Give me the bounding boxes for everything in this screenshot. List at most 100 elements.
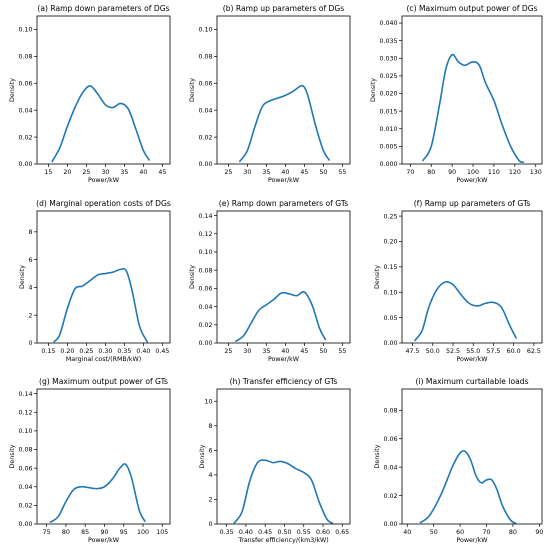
x-tick-label: 0.35 [117, 348, 131, 355]
x-tick-label: 35 [262, 169, 270, 176]
x-tick-label: 110 [488, 169, 500, 176]
y-tick-label: 0.04 [18, 107, 32, 114]
subplot-h: (h) Transfer efficiency of GTs 0.35 0.40 0.… [199, 377, 351, 544]
x-tick-label: 100 [137, 529, 149, 536]
y-axis-label: Density [9, 444, 16, 468]
y-tick-label: 0.06 [198, 80, 212, 87]
x-tick-label: 40 [139, 169, 147, 176]
x-tick-label: 40 [281, 348, 289, 355]
y-tick-label: 0.00 [198, 161, 212, 168]
x-tick-label: 60.0 [507, 348, 521, 355]
x-tick-label: 0.15 [41, 348, 55, 355]
y-tick-label: 0.04 [18, 484, 32, 491]
x-tick-label: 20 [63, 169, 71, 176]
y-axis-label: Density [374, 444, 381, 468]
y-tick-label: 0.02 [198, 322, 212, 329]
y-tick-label: 0.00 [383, 340, 397, 347]
y-tick-label: 6 [28, 257, 32, 264]
axes-frame [216, 388, 351, 525]
x-tick-label: 130 [530, 169, 542, 176]
y-tick-label: 0.10 [198, 27, 212, 34]
x-tick-label: 100 [467, 169, 479, 176]
x-tick-label: 55 [338, 348, 346, 355]
y-tick-label: 0.06 [383, 436, 397, 443]
x-tick-label: 0.20 [60, 348, 74, 355]
x-tick-label: 45 [300, 348, 308, 355]
y-tick-label: 0 [208, 521, 212, 528]
y-tick-label: 0.06 [18, 465, 32, 472]
x-tick-label: 25 [82, 169, 90, 176]
subplot-d: (d) Marginal operation costs of DGs 0.15 0… [19, 199, 171, 363]
y-tick-label: 0.06 [18, 80, 32, 87]
y-tick-label: 0.015 [379, 108, 397, 115]
density-curve [414, 281, 517, 342]
y-tick-label: 0.04 [198, 107, 212, 114]
y-tick-label: 0.10 [383, 289, 397, 296]
x-tick-label: 80 [427, 169, 435, 176]
y-tick-label: 0.04 [383, 464, 397, 471]
density-curve [419, 449, 517, 525]
x-axis-label: Power/kW [88, 537, 120, 544]
subplot-title: (d) Marginal operation costs of DGs [36, 199, 171, 208]
x-tick-label: 30 [101, 169, 109, 176]
y-tick-label: 4 [208, 472, 212, 479]
y-tick-label: 0.10 [198, 249, 212, 256]
subplot-title: (i) Maximum curtailable loads [415, 377, 528, 386]
x-tick-label: 47.5 [406, 348, 420, 355]
density-curve [49, 463, 146, 523]
y-axis-label: Density [374, 265, 381, 289]
axes-frame [216, 15, 351, 165]
y-tick-label: 0.12 [18, 409, 32, 416]
x-tick-label: 15 [44, 169, 52, 176]
x-tick-label: 40 [281, 169, 289, 176]
y-axis-label: Density [199, 444, 206, 468]
x-tick-label: 80 [62, 529, 70, 536]
axes-frame [401, 210, 543, 344]
x-tick-label: 90 [100, 529, 108, 536]
x-tick-label: 50.0 [426, 348, 440, 355]
x-tick-label: 80 [509, 529, 517, 536]
subplot-b: (b) Ramp up parameters of DGs 25 30 35 40 45 5… [189, 4, 351, 184]
y-tick-label: 0.08 [18, 54, 32, 61]
x-tick-label: 105 [156, 529, 168, 536]
x-tick-label: 85 [81, 529, 89, 536]
y-tick-label: 2 [28, 312, 32, 319]
y-tick-label: 0.035 [379, 38, 397, 45]
y-axis-label: Density [189, 265, 196, 289]
y-tick-label: 0.15 [383, 264, 397, 271]
y-tick-label: 0.005 [379, 144, 397, 151]
x-tick-label: 0.35 [220, 529, 234, 536]
x-axis-label: Power/kW [456, 177, 488, 184]
x-axis-label: Power/kW [456, 537, 488, 544]
subplot-title: (c) Maximum output power of DGs [406, 4, 537, 13]
y-tick-label: 0.00 [383, 521, 397, 528]
axes-frame [216, 210, 351, 344]
y-tick-label: 0.02 [18, 134, 32, 141]
y-tick-label: 0.06 [198, 286, 212, 293]
x-tick-label: 70 [483, 529, 491, 536]
subplot-title: (e) Ramp down parameters of GTs [219, 199, 348, 208]
y-axis-label: Density [19, 265, 26, 289]
axes-frame [36, 388, 171, 525]
y-tick-label: 0.10 [18, 27, 32, 34]
density-curve [53, 267, 148, 343]
y-tick-label: 0.12 [198, 231, 212, 238]
y-tick-label: 0.05 [383, 315, 397, 322]
x-axis-label: Power/kW [88, 177, 120, 184]
y-tick-label: 8 [28, 229, 32, 236]
subplot-title: (b) Ramp up parameters of DGs [223, 4, 345, 13]
x-tick-label: 90 [535, 529, 543, 536]
density-curve [233, 459, 334, 525]
y-tick-label: 0.08 [198, 267, 212, 274]
y-tick-label: 0.02 [383, 493, 397, 500]
x-tick-label: 45 [158, 169, 166, 176]
y-tick-label: 0.08 [383, 408, 397, 415]
x-tick-label: 55 [338, 169, 346, 176]
x-tick-label: 50 [319, 348, 327, 355]
y-tick-label: 0.14 [198, 213, 212, 220]
y-tick-label: 0.00 [198, 340, 212, 347]
subplot-i: (i) Maximum curtailable loads 40 50 60 70 80 9… [374, 377, 543, 544]
axes-frame [36, 15, 171, 165]
x-tick-label: 50 [319, 169, 327, 176]
